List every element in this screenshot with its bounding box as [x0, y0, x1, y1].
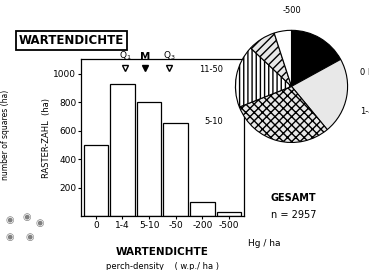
Text: ◉: ◉ [35, 218, 44, 228]
Text: 0 Hg/ha: 0 Hg/ha [360, 68, 369, 77]
Text: ◉: ◉ [23, 212, 31, 222]
Wedge shape [251, 33, 292, 86]
Text: M: M [140, 52, 150, 62]
Text: GESAMT: GESAMT [270, 193, 316, 204]
Bar [137, 102, 161, 216]
Bar [83, 145, 108, 216]
Text: ◉: ◉ [25, 232, 34, 242]
Bar [163, 123, 188, 216]
Bar [110, 84, 135, 216]
Wedge shape [274, 30, 292, 86]
Y-axis label: RASTER-ZAHL  (ha): RASTER-ZAHL (ha) [42, 98, 51, 178]
Text: 5-10: 5-10 [204, 117, 223, 126]
Text: -500: -500 [282, 6, 301, 15]
Text: Hg / ha: Hg / ha [248, 239, 280, 248]
Text: Q$_3$: Q$_3$ [163, 50, 175, 62]
Bar [217, 212, 241, 216]
Text: Q$_1$: Q$_1$ [119, 50, 131, 62]
Text: 1-4: 1-4 [360, 107, 369, 116]
Wedge shape [292, 30, 341, 86]
Text: WARTENDICHTE: WARTENDICHTE [116, 247, 209, 257]
Wedge shape [235, 48, 292, 107]
Text: ◉: ◉ [6, 232, 14, 242]
Text: ◉: ◉ [6, 215, 14, 225]
Text: WARTENDICHTE: WARTENDICHTE [18, 34, 124, 47]
Wedge shape [292, 59, 348, 130]
Wedge shape [239, 86, 327, 143]
Bar [190, 202, 214, 216]
Text: number of squares (ha): number of squares (ha) [1, 90, 10, 180]
Text: 11-50: 11-50 [199, 65, 223, 74]
Text: n = 2957: n = 2957 [270, 210, 316, 220]
Text: perch-density    ( w.p./ ha ): perch-density ( w.p./ ha ) [106, 262, 219, 270]
